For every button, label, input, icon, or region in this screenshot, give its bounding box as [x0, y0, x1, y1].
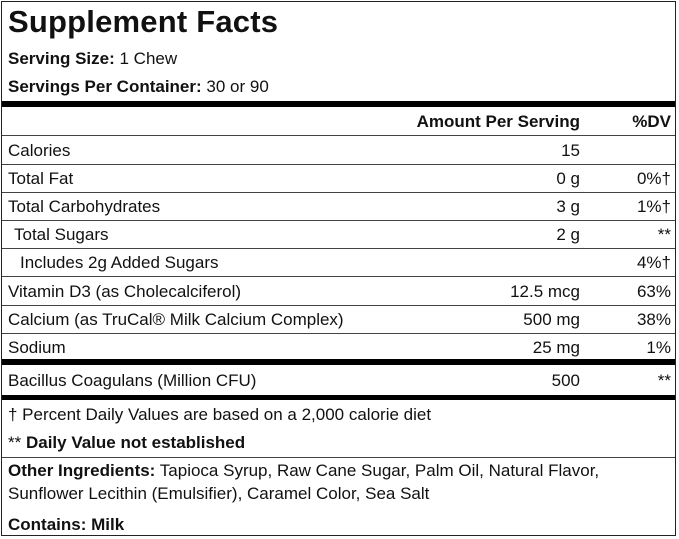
nutrient-name: Total Sugars — [14, 225, 109, 245]
nutrient-dv: 0%† — [636, 169, 671, 189]
footnote-dv-not-established: ** Daily Value not established — [8, 433, 245, 453]
divider-thick — [2, 359, 675, 365]
nutrient-name: Sodium — [8, 337, 66, 357]
servings-label: Servings Per Container: — [8, 77, 202, 96]
nutrient-amount: 15 — [561, 141, 580, 160]
nutrient-dv: 63% — [636, 281, 671, 301]
divider — [2, 192, 675, 194]
nutrient-row: Total Fat 0 g 0%† — [2, 164, 675, 192]
nutrient-name: Calcium (as TruCal® Milk Calcium Complex… — [8, 309, 344, 329]
nutrient-amount: 3 g — [556, 197, 580, 217]
serving-size: Serving Size: 1 Chew — [8, 49, 177, 69]
nutrient-name: Includes 2g Added Sugars — [20, 253, 219, 273]
divider-thick — [2, 101, 675, 107]
divider — [2, 276, 675, 278]
nutrient-name: Total Fat — [8, 169, 74, 189]
servings-value: 30 or 90 — [206, 77, 269, 96]
nutrient-name: Bacillus Coagulans (Million CFU) — [8, 371, 257, 390]
header-dv: %DV — [632, 112, 671, 131]
nutrient-name: Vitamin D3 (as Cholecalciferol) — [8, 281, 242, 301]
probiotic-row: Bacillus Coagulans (Million CFU) 500 ** — [2, 366, 675, 394]
nutrient-row: Total Carbohydrates 3 g 1%† — [2, 192, 675, 220]
nutrient-row: Vitamin D3 (as Cholecalciferol) 12.5 mcg 6… — [2, 277, 675, 305]
divider — [2, 304, 675, 306]
nutrient-row: Sodium 25 mg 1% — [2, 333, 675, 361]
other-ingredients-line1: Tapioca Syrup, Raw Cane Sugar, Palm Oil,… — [159, 461, 600, 480]
nutrient-dv: 1%† — [636, 197, 671, 217]
other-ingredients-label: Other Ingredients: — [8, 461, 156, 480]
nutrient-amount: 25 mg — [532, 337, 580, 357]
divider — [2, 135, 675, 136]
nutrient-row: Calcium (as TruCal® Milk Calcium Complex… — [2, 305, 675, 333]
nutrient-dv: 1% — [646, 337, 671, 357]
divider — [2, 457, 675, 458]
nutrient-dv: 4%† — [636, 253, 671, 273]
nutrient-amount: 500 — [551, 371, 580, 390]
other-ingredients-line2: Sunflower Lecithin (Emulsifier), Caramel… — [8, 484, 430, 503]
nutrient-name: Total Carbohydrates — [8, 197, 161, 217]
nutrient-dv: ** — [657, 371, 671, 390]
serving-size-value: 1 Chew — [119, 49, 178, 68]
nutrient-name: Calories — [8, 141, 71, 160]
nutrient-dv: ** — [657, 225, 671, 245]
footnote-dagger: † Percent Daily Values are based on a 2,… — [8, 405, 432, 424]
nutrient-amount: 12.5 mcg — [510, 281, 580, 301]
other-ingredients: Other Ingredients: Tapioca Syrup, Raw Ca… — [8, 461, 599, 481]
contains: Contains: Milk — [8, 515, 124, 535]
divider — [2, 248, 675, 250]
nutrient-dv: 38% — [636, 309, 671, 329]
divider — [2, 220, 675, 222]
nutrient-amount: 500 mg — [523, 309, 580, 329]
serving-size-label: Serving Size: — [8, 49, 115, 68]
divider-thick — [2, 395, 675, 400]
servings-per-container: Servings Per Container: 30 or 90 — [8, 77, 269, 97]
header-amount: Amount Per Serving — [416, 112, 580, 131]
contains-value: Milk — [91, 515, 125, 534]
stars: ** — [8, 433, 22, 452]
footnote-text: Daily Value not established — [25, 433, 246, 452]
nutrient-amount: 0 g — [556, 169, 580, 189]
nutrient-row: Calories 15 — [2, 136, 675, 164]
nutrient-amount: 2 g — [556, 225, 580, 245]
nutrient-row: Includes 2g Added Sugars 4%† — [2, 248, 675, 276]
contains-label: Contains: — [8, 515, 87, 534]
panel-title: Supplement Facts — [8, 4, 279, 39]
divider — [2, 332, 675, 334]
header-row: Amount Per Serving %DV — [2, 107, 675, 135]
nutrient-row: Total Sugars 2 g ** — [2, 220, 675, 248]
divider — [2, 164, 675, 165]
